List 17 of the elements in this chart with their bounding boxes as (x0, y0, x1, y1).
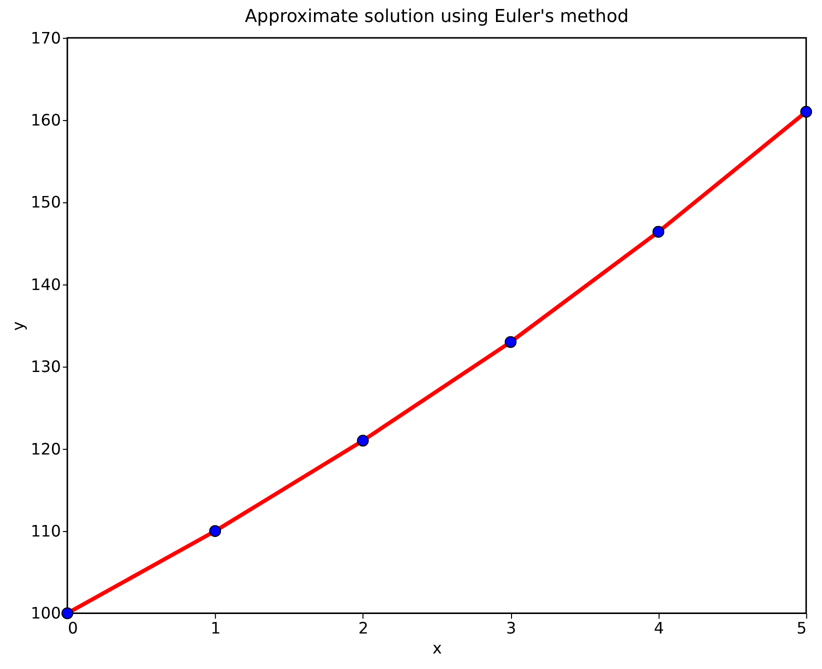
y-tick-label: 100 (30, 604, 61, 623)
y-tick-label: 140 (30, 274, 61, 294)
y-tick-label: 130 (30, 357, 61, 376)
y-tick-label: 150 (30, 192, 61, 212)
x-tick-label: 2 (358, 618, 368, 638)
x-axis-title: x (432, 638, 442, 658)
x-tick-label: 0 (68, 618, 78, 638)
x-tick-label: 1 (210, 618, 221, 638)
x-tick-label: 5 (796, 618, 807, 638)
chart-title: Approximate solution using Euler's method (244, 6, 629, 28)
x-tick-label: 3 (506, 618, 516, 638)
y-tick-label: 120 (30, 439, 61, 458)
y-tick-label: 160 (30, 110, 61, 130)
x-tick-label: 4 (654, 618, 664, 638)
y-axis-title: y (8, 321, 28, 331)
y-tick-label: 110 (30, 522, 61, 541)
y-tick-label: 170 (30, 28, 61, 48)
